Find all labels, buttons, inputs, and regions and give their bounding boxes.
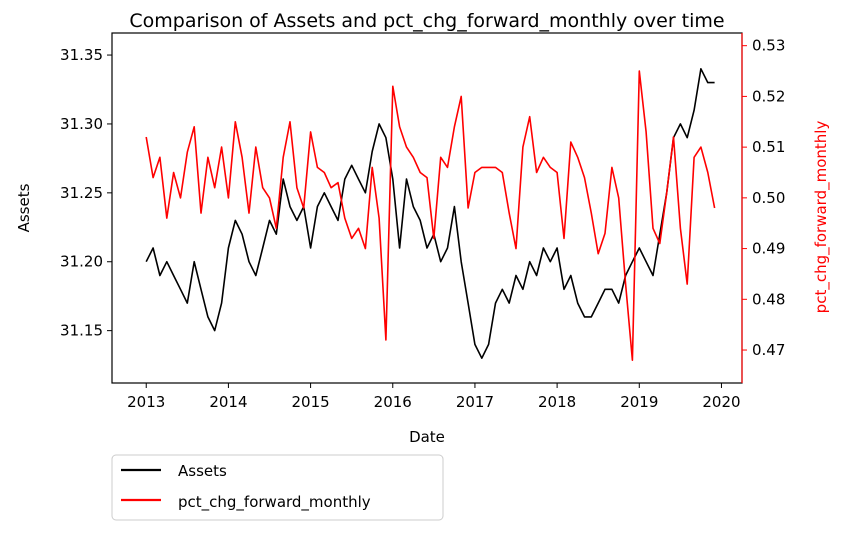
legend-box — [111, 454, 444, 521]
right-y-tick-label: 0.48 — [752, 290, 785, 308]
x-tick-label: 2020 — [702, 393, 740, 411]
right-y-tick-label: 0.53 — [752, 37, 785, 55]
plot-frame — [111, 32, 743, 384]
right-y-tick-label: 0.51 — [752, 138, 785, 156]
series-line-assets — [145, 68, 715, 360]
left-y-tick-label: 31.25 — [60, 184, 103, 202]
x-tick-label: 2013 — [127, 393, 165, 411]
right-y-tick-label: 0.47 — [752, 341, 785, 359]
legend-label-pct: pct_chg_forward_monthly — [178, 493, 371, 512]
left-y-tick-label: 31.30 — [60, 115, 103, 133]
chart-title: Comparison of Assets and pct_chg_forward… — [129, 10, 724, 32]
right-y-tick-label: 0.50 — [752, 189, 785, 207]
right-y-tick-label: 0.49 — [752, 240, 785, 258]
right-y-tick-label: 0.52 — [752, 87, 785, 105]
x-tick-label: 2017 — [456, 393, 494, 411]
left-y-axis-label: Assets — [15, 183, 33, 232]
series-layer — [145, 68, 716, 362]
x-axis: 2013 2014 2015 2016 2017 2018 2019 2020 — [127, 383, 741, 411]
legend: Assets pct_chg_forward_monthly — [111, 454, 444, 521]
x-tick-label: 2014 — [209, 393, 247, 411]
legend-label-assets: Assets — [178, 462, 227, 480]
left-y-tick-label: 31.20 — [60, 253, 103, 271]
x-tick-label: 2015 — [291, 393, 329, 411]
x-tick-label: 2019 — [620, 393, 658, 411]
right-y-axis-label: pct_chg_forward_monthly — [812, 121, 831, 314]
series-line-pct — [145, 70, 716, 362]
left-y-axis: 31.15 31.20 31.25 31.30 31.35 — [60, 46, 112, 340]
right-y-axis: 0.47 0.48 0.49 0.50 0.51 0.52 0.53 — [742, 37, 785, 359]
x-tick-label: 2016 — [374, 393, 412, 411]
x-axis-label: Date — [409, 428, 445, 446]
left-y-tick-label: 31.35 — [60, 46, 103, 64]
x-tick-label: 2018 — [538, 393, 576, 411]
left-y-tick-label: 31.15 — [60, 322, 103, 340]
